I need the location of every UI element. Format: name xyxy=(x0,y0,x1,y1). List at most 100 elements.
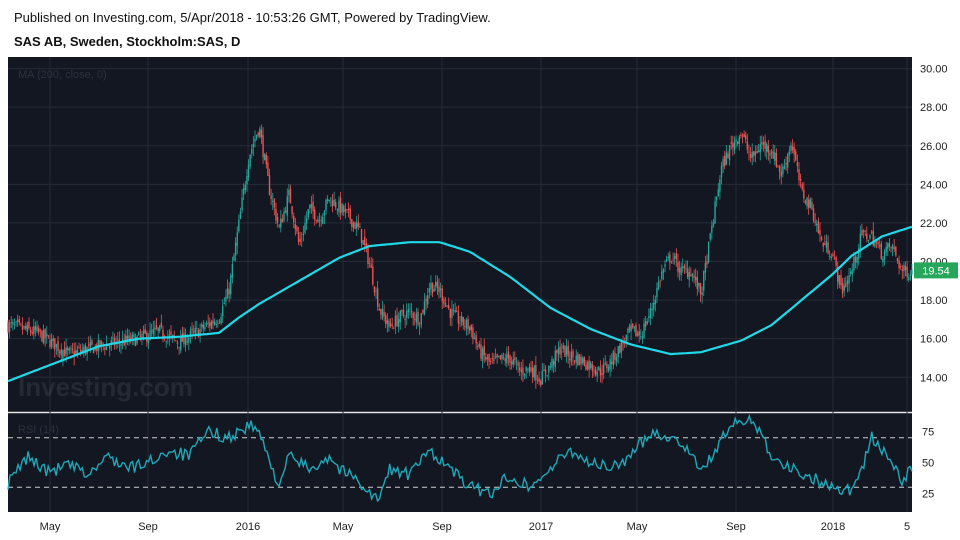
candle-body xyxy=(289,188,292,204)
candle-body xyxy=(493,358,495,361)
candle-body xyxy=(761,142,763,145)
candle-body xyxy=(489,360,492,362)
candle-body xyxy=(822,242,824,247)
candle-body xyxy=(583,357,585,366)
candle-body xyxy=(176,342,179,344)
candle-body xyxy=(183,332,185,344)
candle-body xyxy=(196,327,198,329)
candle-body xyxy=(415,313,418,323)
candle-body xyxy=(738,136,740,144)
candle-body xyxy=(278,225,280,227)
candle-body xyxy=(572,351,574,358)
candle-body xyxy=(318,219,321,221)
candle-body xyxy=(648,316,650,319)
candle-body xyxy=(301,238,303,240)
candle-body xyxy=(39,329,41,331)
candle-body xyxy=(585,365,587,370)
candle-body xyxy=(622,343,624,345)
candle-body xyxy=(194,328,196,334)
candle-body xyxy=(294,224,297,230)
candle-body xyxy=(175,340,177,342)
candle-body xyxy=(573,360,576,362)
candle-body xyxy=(323,211,326,216)
x-tick-label: 5 xyxy=(904,521,910,533)
candle-body xyxy=(661,271,663,280)
x-tick-label: 2017 xyxy=(529,521,553,533)
candle-body xyxy=(170,331,172,335)
candle-body xyxy=(341,204,343,213)
candle-body xyxy=(67,347,69,351)
candle-body xyxy=(494,356,497,358)
candle-body xyxy=(483,345,485,356)
candle-body xyxy=(36,326,38,332)
candle-body xyxy=(244,184,246,191)
candle-body xyxy=(746,141,749,150)
candle-body xyxy=(283,211,285,221)
candle-body xyxy=(701,292,703,295)
rsi-tick-label: 75 xyxy=(922,427,934,439)
candle-body xyxy=(246,175,248,185)
candle-body xyxy=(134,336,137,347)
candle-body xyxy=(712,222,715,227)
candle-body xyxy=(877,242,879,245)
candle-body xyxy=(869,235,871,239)
candle-body xyxy=(654,299,657,305)
candle-body xyxy=(501,354,503,359)
candle-body xyxy=(688,271,690,280)
candle-body xyxy=(16,320,19,322)
candle-body xyxy=(10,322,12,324)
candle-body xyxy=(436,281,439,288)
candle-body xyxy=(104,348,106,350)
candle-body xyxy=(496,354,498,358)
candle-body xyxy=(417,311,419,325)
candle-body xyxy=(601,373,603,376)
candle-body xyxy=(785,162,787,165)
candle-body xyxy=(443,299,445,304)
candle-body xyxy=(659,280,661,282)
candle-body xyxy=(422,310,424,313)
candle-body xyxy=(12,322,14,325)
candle-body xyxy=(664,264,666,267)
candle-body xyxy=(727,153,729,159)
candle-body xyxy=(131,334,133,340)
x-tick-label: 2018 xyxy=(821,521,845,533)
candle-body xyxy=(531,367,534,377)
candle-body xyxy=(105,344,108,350)
candle-body xyxy=(906,266,908,277)
candle-body xyxy=(477,346,479,348)
candle-body xyxy=(614,352,616,361)
candle-body xyxy=(33,326,35,334)
candle-body xyxy=(438,286,440,293)
candle-body xyxy=(628,326,631,331)
candle-body xyxy=(260,129,263,138)
candle-body xyxy=(284,210,287,213)
candle-body xyxy=(554,350,556,368)
candle-body xyxy=(354,222,356,229)
candle-body xyxy=(602,363,605,374)
candle-body xyxy=(383,312,385,317)
candle-body xyxy=(317,219,319,223)
candle-body xyxy=(160,322,163,327)
y-tick-label: 24.00 xyxy=(920,179,948,191)
candle-body xyxy=(851,270,853,275)
candle-body xyxy=(425,299,427,302)
candle-body xyxy=(751,151,753,158)
candle-body xyxy=(846,280,849,285)
candle-body xyxy=(620,341,623,353)
rsi-indicator-label: RSI (14) xyxy=(18,424,59,436)
candle-body xyxy=(653,302,655,310)
candle-body xyxy=(262,135,264,158)
candle-body xyxy=(178,346,180,348)
candle-body xyxy=(640,336,642,338)
candle-body xyxy=(68,348,71,351)
candle-body xyxy=(242,188,245,195)
candle-body xyxy=(420,313,422,325)
candle-body xyxy=(538,378,540,382)
candle-body xyxy=(669,254,671,263)
y-tick-label: 22.00 xyxy=(920,218,948,230)
candle-body xyxy=(598,366,600,371)
candle-body xyxy=(481,348,484,361)
candle-body xyxy=(843,285,845,291)
candle-body xyxy=(265,154,267,165)
